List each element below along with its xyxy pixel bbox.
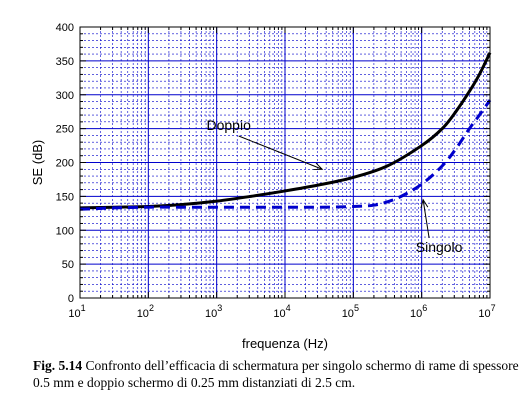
x-tick-label: 106 bbox=[410, 303, 427, 320]
annotation-arrow-line bbox=[238, 135, 323, 170]
y-tick-label: 350 bbox=[56, 56, 74, 68]
annotation-arrow-head bbox=[420, 198, 429, 209]
x-tick-label: 102 bbox=[137, 303, 154, 320]
x-axis-label: frequenza (Hz) bbox=[242, 336, 328, 351]
x-tick-label: 105 bbox=[342, 303, 359, 320]
y-tick-label: 250 bbox=[56, 124, 74, 136]
y-tick-label: 50 bbox=[62, 259, 74, 271]
annotations: Doppio Singolo bbox=[207, 117, 463, 255]
figure-caption: Fig. 5.14 Confronto dell’efficacia di sc… bbox=[33, 357, 523, 391]
x-tick-label: 104 bbox=[273, 303, 290, 320]
shielding-chart: 0 50 100 150 200 250 300 350 400 101 102 103 104 105 1… bbox=[30, 22, 496, 351]
annotation-arrow-head bbox=[313, 162, 324, 171]
x-tick-label: 107 bbox=[478, 303, 495, 320]
x-tick-label: 101 bbox=[68, 303, 85, 320]
series-line-singolo bbox=[79, 99, 492, 211]
annotation-doppio: Doppio bbox=[207, 117, 252, 133]
y-axis-label: SE (dB) bbox=[30, 140, 45, 186]
y-tick-label: 150 bbox=[56, 191, 74, 203]
caption-text: Confronto dell’efficacia di schermatura … bbox=[33, 358, 519, 390]
grid bbox=[80, 27, 490, 298]
y-tick-label: 0 bbox=[68, 293, 74, 305]
annotation-arrow-line bbox=[422, 199, 430, 239]
annotation-singolo: Singolo bbox=[416, 239, 463, 255]
y-tick-label: 200 bbox=[56, 158, 74, 170]
series-group bbox=[79, 52, 492, 211]
y-tick-label: 300 bbox=[56, 90, 74, 102]
y-tick-label: 100 bbox=[56, 225, 74, 237]
figure-number: Fig. 5.14 bbox=[33, 358, 83, 373]
y-tick-label: 400 bbox=[56, 22, 74, 34]
ticks: 0 50 100 150 200 250 300 350 400 101 102 103 104 105 1… bbox=[56, 22, 496, 320]
x-tick-label: 103 bbox=[205, 303, 222, 320]
